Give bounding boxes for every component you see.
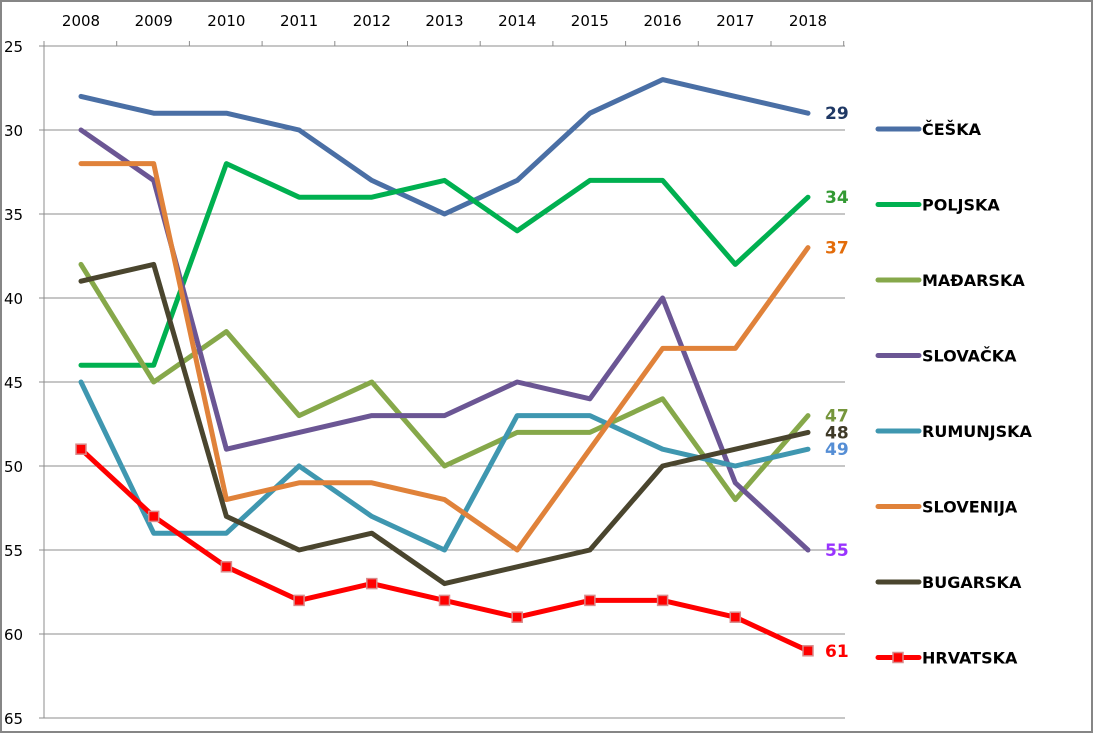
legend: ČEŠKA POLJSKA MAĐARSKA SLOVAČKA RUMUNJSKA SLO…: [875, 120, 1032, 668]
y-tick-label: 65: [4, 710, 23, 728]
x-tick-label: 2017: [716, 12, 754, 30]
legend-label: ČEŠKA: [922, 120, 982, 139]
x-tick-label: 2015: [571, 12, 609, 30]
x-tick-label: 2009: [135, 12, 173, 30]
end-value-label: 34: [825, 188, 849, 208]
legend-label: SLOVAČKA: [922, 347, 1017, 366]
x-tick-label: 2014: [498, 12, 536, 30]
x-tick-label: 2013: [425, 12, 463, 30]
x-tick-label: 2010: [207, 12, 245, 30]
y-tick-label: 50: [4, 458, 23, 476]
legend-item: SLOVENIJA: [875, 498, 1018, 517]
legend-label: SLOVENIJA: [922, 498, 1018, 517]
data-marker: [220, 561, 233, 573]
end-value-label: 29: [825, 104, 849, 124]
series-line-6: [78, 261, 811, 587]
legend-item: RUMUNJSKA: [875, 422, 1032, 441]
legend-label: MAĐARSKA: [922, 271, 1025, 290]
legend-label: HRVATSKA: [922, 649, 1018, 668]
series-lines: [75, 77, 814, 657]
data-marker: [147, 510, 160, 523]
series-line-4: [78, 379, 811, 553]
end-value-label: 47: [825, 407, 849, 427]
legend-item: POLJSKA: [875, 196, 1000, 215]
end-value-label: 37: [825, 239, 849, 259]
end-value-label: 55: [825, 541, 849, 561]
legend-item: SLOVAČKA: [875, 347, 1017, 366]
y-tick-label: 30: [4, 122, 23, 140]
y-tick-label: 40: [4, 290, 23, 308]
axes: 25 30 35 40 45 50 55 60 65 2008 2009 2010 2011 2012 20…: [4, 12, 845, 728]
series-line-0: [78, 77, 811, 217]
data-marker: [802, 645, 814, 657]
legend-label: POLJSKA: [922, 196, 1000, 215]
end-labels: 29 34 47 55 49 37 48 61: [825, 104, 849, 662]
x-tick-label: 2011: [280, 12, 318, 30]
y-tick-label: 55: [4, 542, 23, 560]
end-value-label: 49: [825, 440, 849, 460]
legend-item: ČEŠKA: [875, 120, 982, 139]
data-marker: [656, 594, 669, 607]
data-marker: [366, 577, 378, 590]
y-tick-label: 35: [4, 206, 23, 224]
data-marker: [584, 594, 596, 607]
data-marker: [729, 611, 742, 623]
legend-item: HRVATSKA: [875, 649, 1018, 668]
y-tick-label: 45: [4, 374, 23, 392]
y-tick-label: 25: [4, 38, 23, 56]
data-marker: [438, 594, 451, 607]
end-value-label: 61: [825, 642, 849, 662]
end-value-label: 48: [825, 423, 849, 443]
y-tick-label: 60: [4, 626, 23, 644]
data-marker: [511, 611, 523, 623]
x-tick-label: 2012: [353, 12, 391, 30]
legend-label: RUMUNJSKA: [922, 422, 1032, 441]
legend-item: MAĐARSKA: [875, 271, 1025, 290]
data-marker: [75, 443, 87, 455]
series-line-3: [78, 127, 811, 553]
data-marker: [293, 594, 305, 607]
x-tick-label: 2008: [62, 12, 100, 30]
legend-label: BUGARSKA: [922, 573, 1022, 592]
x-tick-label: 2016: [644, 12, 682, 30]
legend-item: BUGARSKA: [875, 573, 1022, 592]
series-line-5: [78, 161, 811, 553]
x-tick-label: 2018: [789, 12, 827, 30]
series-line-2: [78, 261, 811, 503]
legend-marker: [892, 651, 904, 664]
series-line-1: [78, 161, 811, 368]
